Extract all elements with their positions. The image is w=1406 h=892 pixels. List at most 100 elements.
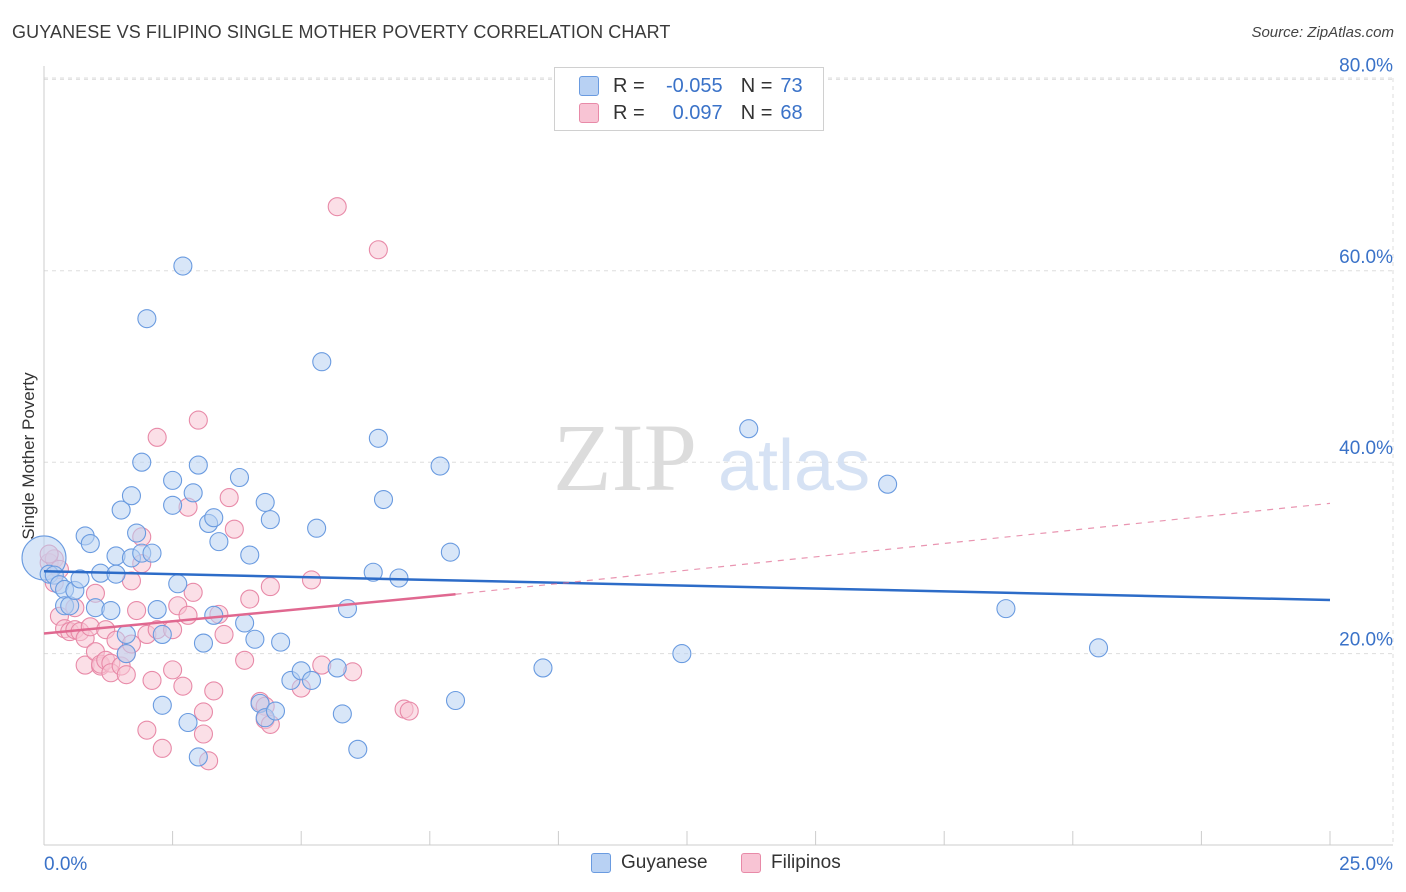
guyanese-point xyxy=(80,533,100,554)
guyanese-point xyxy=(348,739,368,759)
guyanese-point xyxy=(878,474,898,494)
guyanese-legend-swatch xyxy=(591,853,611,873)
x-tick-label-right: 25.0% xyxy=(1339,854,1393,875)
filipinos-point xyxy=(188,410,208,430)
y-tick-label-80: 80.0% xyxy=(1339,55,1393,76)
guyanese-point xyxy=(337,599,358,619)
filipinos-point xyxy=(137,720,157,740)
filipinos-legend-swatch xyxy=(741,853,761,873)
y-tick-label-20: 20.0% xyxy=(1339,630,1393,651)
guyanese-point xyxy=(327,658,347,678)
filipinos-point xyxy=(173,676,193,696)
n-label: N = xyxy=(740,74,773,97)
guyanese-point xyxy=(672,644,692,664)
filipinos-point xyxy=(235,650,255,670)
guyanese-point xyxy=(142,543,162,563)
watermark: ZIP atlas xyxy=(553,404,870,511)
r-label: R = xyxy=(613,101,645,124)
guyanese-swatch xyxy=(579,76,599,96)
guyanese-point xyxy=(127,523,147,543)
chart-title: GUYANESE VS FILIPINO SINGLE MOTHER POVER… xyxy=(12,22,671,42)
guyanese-point xyxy=(440,542,460,562)
guyanese-point xyxy=(368,428,388,448)
guyanese-point xyxy=(173,256,193,276)
guyanese-r-value: -0.055 xyxy=(665,74,723,97)
guyanese-point xyxy=(70,569,90,589)
source-label: Source: ZipAtlas.com xyxy=(1251,24,1394,41)
filipinos-point xyxy=(127,600,147,621)
filipinos-point xyxy=(301,570,322,590)
guyanese-point xyxy=(229,467,250,488)
filipinos-point xyxy=(163,660,183,680)
guyanese-point xyxy=(240,545,260,565)
guyanese-legend-label: Guyanese xyxy=(621,852,708,873)
filipinos-point xyxy=(240,589,260,609)
guyanese-points xyxy=(21,256,1109,767)
series-legend: Guyanese Filipinos xyxy=(0,852,1406,878)
guyanese-point xyxy=(116,624,136,645)
guyanese-point xyxy=(1088,638,1109,658)
guyanese-point xyxy=(739,419,759,439)
guyanese-point xyxy=(204,508,224,528)
guyanese-point xyxy=(101,600,121,621)
guyanese-point xyxy=(265,701,286,721)
filipinos-swatch xyxy=(579,103,599,123)
legend-item-guyanese[interactable]: Guyanese xyxy=(591,852,708,874)
filipinos-point xyxy=(116,665,136,685)
guyanese-point xyxy=(163,495,183,515)
guyanese-point xyxy=(152,624,172,645)
guyanese-point xyxy=(363,562,383,582)
y-tick-label-60: 60.0% xyxy=(1339,247,1393,268)
filipinos-point xyxy=(193,724,214,744)
guyanese-point xyxy=(137,309,157,329)
guyanese-point xyxy=(132,452,152,472)
guyanese-point xyxy=(85,598,105,618)
filipinos-r-value: 0.097 xyxy=(672,101,723,124)
guyanese-point xyxy=(373,489,394,510)
guyanese-point xyxy=(235,613,255,633)
y-axis-label: Single Mother Poverty xyxy=(19,372,38,540)
guyanese-trend-line xyxy=(43,570,1331,602)
guyanese-point xyxy=(271,632,291,652)
guyanese-point xyxy=(116,644,136,664)
filipinos-point xyxy=(219,488,239,508)
guyanese-point xyxy=(533,658,553,678)
filipinos-point xyxy=(204,681,224,701)
trend-lines xyxy=(43,502,1331,635)
watermark-atlas: atlas xyxy=(718,426,870,506)
guyanese-point xyxy=(121,486,141,506)
guyanese-point xyxy=(204,605,224,625)
y-tick-labels: 20.0% 40.0% 60.0% 80.0% xyxy=(1339,55,1393,650)
filipinos-legend-label: Filipinos xyxy=(771,852,841,873)
filipinos-point xyxy=(260,577,280,597)
guyanese-point xyxy=(168,574,188,594)
guyanese-point xyxy=(307,518,327,538)
x-tick-label-left: 0.0% xyxy=(44,854,87,875)
guyanese-point xyxy=(312,352,332,372)
filipinos-point xyxy=(183,582,203,602)
legend-item-filipinos[interactable]: Filipinos xyxy=(741,852,841,874)
guyanese-point xyxy=(152,695,172,715)
watermark-zip: ZIP xyxy=(553,404,697,511)
guyanese-point xyxy=(301,670,322,690)
filipinos-n-value: 68 xyxy=(780,101,803,124)
axes xyxy=(43,66,1393,846)
guyanese-point xyxy=(193,633,214,653)
correlation-legend: R = -0.055 N = 73 R = 0.097 N = 68 xyxy=(554,67,824,131)
guyanese-point xyxy=(430,456,450,476)
guyanese-point xyxy=(332,704,352,724)
guyanese-point xyxy=(260,510,280,530)
filipinos-trend-line xyxy=(43,593,456,635)
filipinos-point xyxy=(152,738,172,758)
guyanese-point xyxy=(183,483,203,503)
guyanese-point xyxy=(188,747,208,767)
filipinos-point xyxy=(193,702,214,722)
guyanese-point xyxy=(163,470,183,490)
filipinos-points xyxy=(39,197,419,771)
guyanese-point xyxy=(178,712,198,733)
filipinos-point xyxy=(399,701,419,721)
guyanese-n-value: 73 xyxy=(780,74,803,97)
filipinos-point xyxy=(142,670,162,690)
filipinos-point xyxy=(214,624,234,645)
legend-row-guyanese: R = -0.055 N = 73 xyxy=(579,74,803,98)
